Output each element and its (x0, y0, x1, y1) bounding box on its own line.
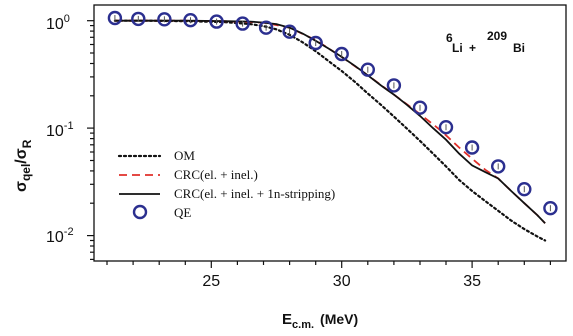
qe-data-point (360, 62, 375, 77)
annotation-li: Li (452, 41, 463, 55)
qe-data-point (235, 16, 250, 31)
qe-data-point (282, 24, 297, 39)
qe-data-point (131, 11, 146, 27)
qe-data-point (183, 13, 198, 28)
legend: OM CRC(el. + inel.) CRC(el. + inel. + 1n… (117, 148, 335, 220)
annotation-plus: + (469, 41, 476, 55)
y-axis-ticks (87, 20, 94, 260)
qe-data-point (517, 181, 532, 197)
series-crc-1n-stripping-line (114, 19, 546, 224)
y-tick-label-2: 10-2 (46, 226, 74, 246)
annotation-bi: Bi (513, 41, 525, 55)
qe-data-point (209, 14, 224, 29)
legend-crc-1n-stripping-label: CRC(el. + inel. + 1n-stripping) (174, 186, 335, 201)
legend-qe-marker (132, 204, 148, 220)
plot-frame (93, 4, 567, 262)
qe-data-point (491, 159, 506, 174)
legend-crc-el-inel-label: CRC(el. + inel.) (174, 167, 258, 182)
x-axis-ticks (106, 261, 552, 268)
qe-data-point (438, 119, 454, 135)
qe-data-point (258, 20, 274, 35)
reaction-annotation: 6 Li + 209 Bi (446, 29, 525, 55)
series-om-line (113, 19, 547, 242)
qe-data-point (334, 46, 349, 62)
qe-data-point (412, 100, 428, 115)
qe-data-point (386, 78, 402, 93)
qe-data-point (308, 35, 323, 51)
legend-om-label: OM (174, 148, 195, 163)
qe-data-point (543, 200, 558, 216)
annotation-mass-209: 209 (487, 29, 507, 43)
x-tick-label-30: 30 (333, 273, 351, 290)
series-qe-markers (107, 10, 558, 216)
x-axis-title: Ec.m. (MeV) (282, 311, 358, 331)
qe-data-point (157, 12, 172, 27)
qe-data-point (464, 140, 480, 155)
x-tick-label-35: 35 (463, 273, 481, 290)
y-axis-title: σqel/σR (13, 139, 34, 192)
x-tick-label-25: 25 (202, 273, 220, 290)
qe-data-point (107, 10, 123, 26)
y-tick-label-0: 100 (46, 13, 70, 33)
legend-qe-label: QE (174, 205, 191, 220)
annotation-mass-6: 6 (446, 31, 453, 45)
y-tick-label-1: 10-1 (46, 120, 74, 140)
